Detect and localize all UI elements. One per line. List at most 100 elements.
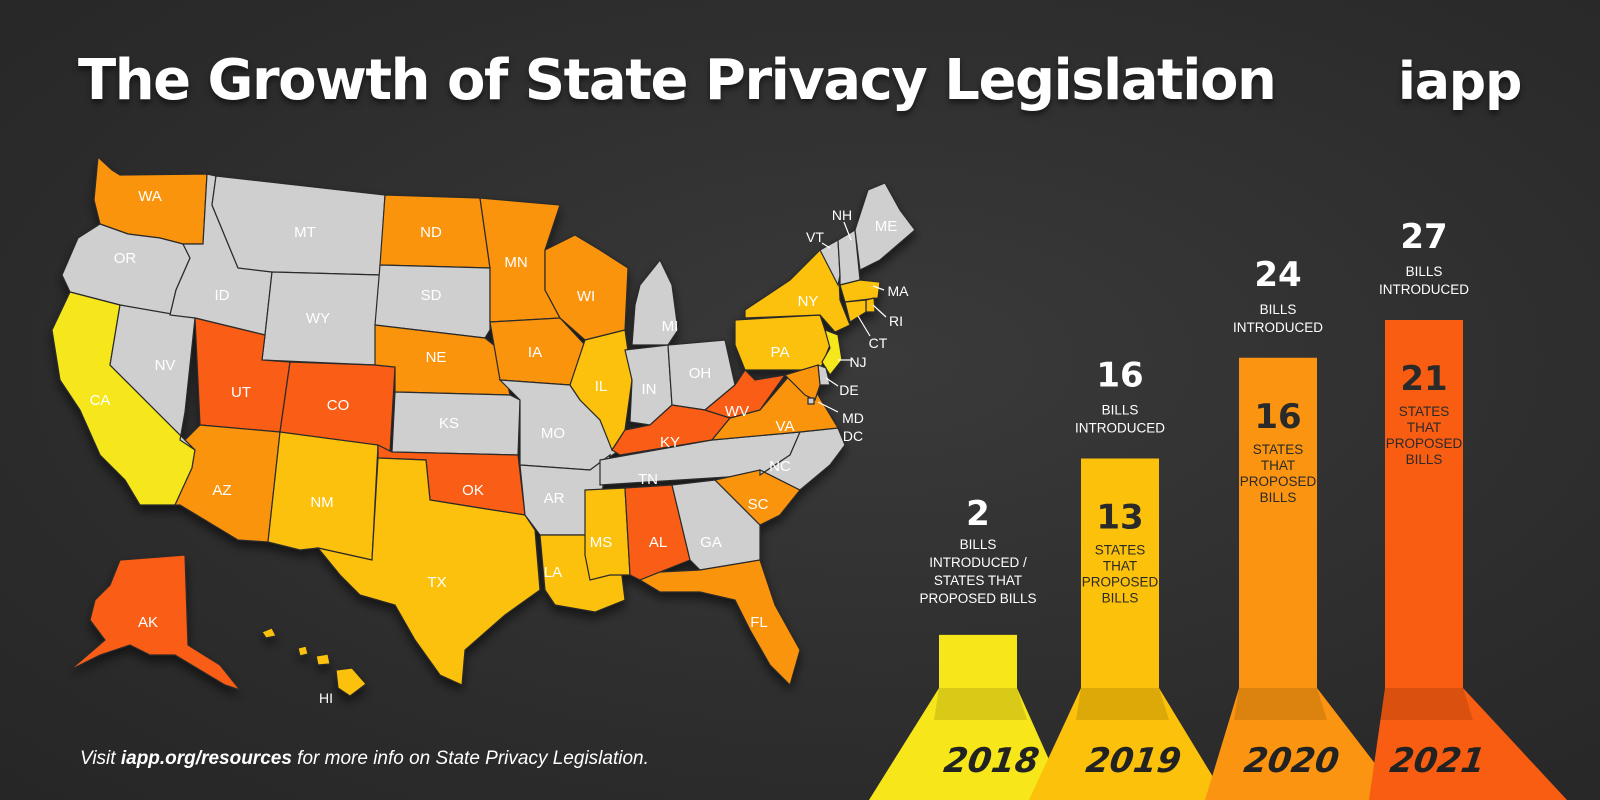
year-label-2018: 2018 xyxy=(941,741,1041,781)
state-label-va: VA xyxy=(776,418,795,435)
leader-line xyxy=(857,315,871,337)
state-label-or: OR xyxy=(114,250,137,267)
state-label-wa: WA xyxy=(138,188,162,205)
bills-caption-line1-2021: BILLS xyxy=(1406,264,1443,279)
state-label-al: AL xyxy=(649,534,667,551)
leader-line xyxy=(872,304,887,318)
bills-caption-line2-2021: INTRODUCED xyxy=(1379,282,1469,297)
states-caption-line2-2019: THAT xyxy=(1103,559,1137,574)
leader-line xyxy=(843,221,852,241)
year-label-2019: 2019 xyxy=(1083,741,1183,781)
state-label-ma: MA xyxy=(888,283,910,299)
state-label-ut: UT xyxy=(231,384,251,401)
page-title: The Growth of State Privacy Legislation xyxy=(78,48,1277,113)
combined-caption-line4: PROPOSED BILLS xyxy=(919,591,1036,606)
state-label-md: MD xyxy=(842,410,864,426)
states-count-2021: 21 xyxy=(1400,359,1447,399)
state-label-ar: AR xyxy=(544,490,565,507)
states-caption-line3-2021: PROPOSED xyxy=(1386,436,1463,451)
bills-count-2019: 16 xyxy=(1096,356,1143,396)
state-label-hi: HI xyxy=(319,690,333,706)
state-fl xyxy=(638,559,801,687)
bills-count-2018: 2 xyxy=(966,494,990,534)
state-me xyxy=(854,182,916,271)
footer-link[interactable]: iapp.org/resources xyxy=(120,748,292,769)
leader-line xyxy=(872,285,885,291)
state-label-nm: NM xyxy=(310,494,333,511)
bar-2019 xyxy=(1029,458,1227,800)
bills-caption-line1-2019: BILLS xyxy=(1102,403,1139,418)
bar-fold-2021 xyxy=(1380,688,1473,720)
state-label-ri: RI xyxy=(889,313,903,329)
states-caption-line2-2021: THAT xyxy=(1407,420,1441,435)
bar-2018 xyxy=(869,634,1067,800)
state-label-mi: MI xyxy=(662,318,679,335)
state-label-ga: GA xyxy=(700,534,722,551)
state-mi xyxy=(631,258,679,346)
bar-fold-2019 xyxy=(1076,688,1169,720)
state-label-ky: KY xyxy=(660,434,680,451)
state-label-il: IL xyxy=(595,378,608,395)
state-label-wy: WY xyxy=(306,310,330,327)
state-sc xyxy=(713,469,801,526)
bar-2020 xyxy=(1205,357,1403,800)
combined-caption-line2: INTRODUCED / xyxy=(929,555,1027,570)
state-label-nc: NC xyxy=(769,458,791,475)
state-label-ct: CT xyxy=(869,335,888,351)
state-label-ks: KS xyxy=(439,415,459,432)
state-label-ak: AK xyxy=(138,614,158,631)
state-dc xyxy=(807,397,815,405)
states-caption-line4-2020: BILLS xyxy=(1260,490,1297,505)
state-label-in: IN xyxy=(642,381,657,398)
states-caption-line2-2020: THAT xyxy=(1261,458,1295,473)
state-nc xyxy=(759,427,846,491)
bar-2021 xyxy=(1369,320,1567,800)
states-caption-line3-2019: PROPOSED xyxy=(1082,575,1159,590)
states-caption-line1-2021: STATES xyxy=(1399,404,1450,419)
state-label-tn: TN xyxy=(638,471,658,488)
state-tx xyxy=(316,457,541,686)
state-label-la: LA xyxy=(544,564,562,581)
state-ak xyxy=(69,554,242,692)
state-wv xyxy=(703,369,787,419)
leader-line xyxy=(825,377,839,387)
year-label-2020: 2020 xyxy=(1241,741,1341,781)
bar-fold-2020 xyxy=(1234,688,1327,720)
footer-prefix: Visit xyxy=(80,748,121,769)
state-label-ne: NE xyxy=(426,349,447,366)
state-label-ok: OK xyxy=(462,482,484,499)
state-label-sd: SD xyxy=(421,287,442,304)
state-label-oh: OH xyxy=(689,365,712,382)
state-label-ia: IA xyxy=(528,344,542,361)
state-ct xyxy=(844,299,867,323)
state-label-ca: CA xyxy=(90,392,111,409)
state-label-nh: NH xyxy=(832,207,852,223)
combined-caption-line3: STATES THAT xyxy=(934,573,1022,588)
state-label-vt: VT xyxy=(806,229,824,245)
state-label-mn: MN xyxy=(504,254,527,271)
states-caption-line4-2019: BILLS xyxy=(1102,591,1139,606)
state-label-fl: FL xyxy=(750,614,768,631)
state-sd xyxy=(374,264,491,339)
state-label-az: AZ xyxy=(212,482,231,499)
bar-fold-2018 xyxy=(934,688,1027,720)
footer-note: Visit iapp.org/resources for more info o… xyxy=(80,748,649,770)
states-caption-line1-2019: STATES xyxy=(1095,543,1146,558)
state-label-pa: PA xyxy=(771,344,790,361)
bills-caption-line2-2020: INTRODUCED xyxy=(1233,320,1323,335)
states-caption-line4-2021: BILLS xyxy=(1406,452,1443,467)
state-label-id: ID xyxy=(215,287,230,304)
state-label-de: DE xyxy=(839,382,858,398)
state-co xyxy=(279,361,396,453)
state-label-sc: SC xyxy=(748,496,769,513)
state-label-ms: MS xyxy=(590,534,613,551)
state-label-nv: NV xyxy=(155,357,176,374)
state-label-mt: MT xyxy=(294,224,316,241)
state-ny xyxy=(744,249,851,333)
states-count-2019: 13 xyxy=(1096,498,1143,538)
state-label-nj: NJ xyxy=(849,354,866,370)
states-caption-line1-2020: STATES xyxy=(1253,442,1304,457)
state-nj xyxy=(821,329,843,377)
